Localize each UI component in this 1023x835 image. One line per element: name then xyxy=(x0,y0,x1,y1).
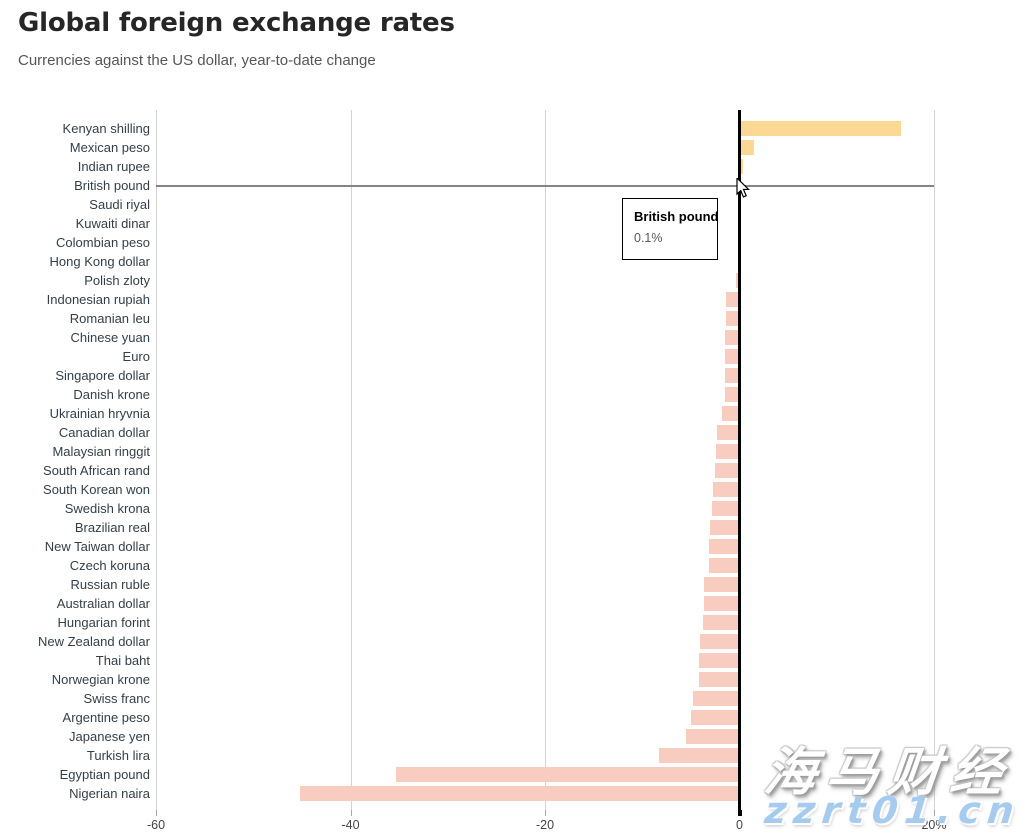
x-axis: -60 -40 -20 0 20% xyxy=(147,810,947,835)
value-bar[interactable] xyxy=(739,139,755,155)
row-label: Nigerian naira xyxy=(69,785,150,801)
value-bar[interactable] xyxy=(739,120,901,136)
plot-area xyxy=(156,110,935,816)
x-axis-tick-label: -20 xyxy=(535,818,555,832)
row-label: Brazilian real xyxy=(74,519,150,535)
row-label: British pound xyxy=(74,177,150,193)
cursor-arrow-icon xyxy=(733,176,751,205)
value-bar[interactable] xyxy=(698,671,740,687)
row-label: Singapore dollar xyxy=(55,367,150,383)
row-label: Indonesian rupiah xyxy=(46,291,150,307)
row-label: New Taiwan dollar xyxy=(44,538,150,554)
y-axis-labels: Kenyan shilling Mexican peso Indian rupee B… xyxy=(0,110,150,810)
value-bar[interactable] xyxy=(702,614,740,630)
watermark-url-text: zzrt01.cn xyxy=(762,789,1023,832)
row-label: Russian ruble xyxy=(70,576,151,592)
row-label: Australian dollar xyxy=(56,595,150,611)
value-bar[interactable] xyxy=(299,785,740,801)
row-label: Colombian peso xyxy=(56,234,150,250)
value-bar[interactable] xyxy=(713,481,740,497)
value-bar[interactable] xyxy=(704,576,740,592)
value-bar[interactable] xyxy=(724,386,740,402)
row-label: Indian rupee xyxy=(77,158,150,174)
value-bar[interactable] xyxy=(710,519,740,535)
x-axis-tick xyxy=(545,810,546,816)
value-bar[interactable] xyxy=(725,291,740,307)
gridline xyxy=(156,110,157,810)
gridline xyxy=(934,110,935,810)
value-bar[interactable] xyxy=(724,329,740,345)
row-label: Turkish lira xyxy=(86,747,150,763)
hover-row-line xyxy=(156,185,934,187)
row-label: Hong Kong dollar xyxy=(49,253,150,269)
value-bar[interactable] xyxy=(717,424,740,440)
row-label: Egyptian pound xyxy=(59,766,150,782)
value-bar[interactable] xyxy=(692,690,740,706)
tooltip-title: British pound xyxy=(634,209,719,224)
row-label: Hungarian forint xyxy=(57,614,151,630)
row-label: South African rand xyxy=(43,462,150,478)
row-label: Mexican peso xyxy=(69,139,150,155)
row-label: Canadian dollar xyxy=(58,424,150,440)
value-bar[interactable] xyxy=(724,348,740,364)
value-bar[interactable] xyxy=(721,405,740,421)
value-bar[interactable] xyxy=(709,538,740,554)
value-bar[interactable] xyxy=(703,595,740,611)
row-label: Romanian leu xyxy=(69,310,150,326)
value-bar[interactable] xyxy=(709,557,740,573)
row-label: Norwegian krone xyxy=(51,671,150,687)
value-bar[interactable] xyxy=(724,367,740,383)
row-label: Japanese yen xyxy=(69,728,150,744)
value-bar[interactable] xyxy=(725,310,740,326)
bar-chart: Kenyan shilling Mexican peso Indian rupee B… xyxy=(0,110,1023,835)
row-label: Thai baht xyxy=(95,652,150,668)
value-bar[interactable] xyxy=(698,652,740,668)
row-label: Swiss franc xyxy=(83,690,150,706)
tooltip-value: 0.1% xyxy=(634,231,663,245)
row-label: Ukrainian hryvnia xyxy=(49,405,150,421)
gridline xyxy=(350,110,352,810)
value-bar[interactable] xyxy=(739,158,744,174)
row-label: Kenyan shilling xyxy=(62,120,150,136)
value-bar[interactable] xyxy=(690,709,740,725)
value-bar[interactable] xyxy=(658,747,740,763)
x-axis-tick xyxy=(156,810,157,816)
value-bar[interactable] xyxy=(712,500,740,516)
row-label: Czech koruna xyxy=(69,557,150,573)
gridline xyxy=(545,110,546,810)
zero-baseline xyxy=(738,110,741,816)
value-bar[interactable] xyxy=(716,443,740,459)
x-axis-tick-label: 20% xyxy=(921,818,947,832)
row-label: Swedish krona xyxy=(64,500,150,516)
row-label: Kuwaiti dinar xyxy=(75,215,150,231)
row-label: South Korean won xyxy=(43,481,150,497)
tooltip: British pound 0.1% xyxy=(622,198,719,260)
x-axis-tick xyxy=(934,810,935,816)
value-bar[interactable] xyxy=(735,272,740,288)
x-axis-tick-label: -60 xyxy=(146,818,166,832)
value-bar[interactable] xyxy=(686,728,740,744)
chart-header: Global foreign exchange rates Currencies… xyxy=(18,8,455,69)
row-label: Danish krone xyxy=(73,386,150,402)
x-axis-tick xyxy=(350,810,352,816)
row-label: Malaysian ringgit xyxy=(52,443,150,459)
row-label: Saudi riyal xyxy=(89,196,150,212)
x-axis-tick-label: 0 xyxy=(736,818,743,832)
row-label: Argentine peso xyxy=(62,709,150,725)
page-title: Global foreign exchange rates xyxy=(18,8,455,38)
row-label: Chinese yuan xyxy=(70,329,151,345)
row-label: Euro xyxy=(122,348,150,364)
page-subtitle: Currencies against the US dollar, year-t… xyxy=(18,52,376,69)
value-bar[interactable] xyxy=(396,766,740,782)
row-label: New Zealand dollar xyxy=(37,633,150,649)
row-label: Polish zloty xyxy=(84,272,150,288)
x-axis-tick-label: -40 xyxy=(341,818,360,832)
value-bar[interactable] xyxy=(715,462,740,478)
value-bar[interactable] xyxy=(699,633,740,649)
